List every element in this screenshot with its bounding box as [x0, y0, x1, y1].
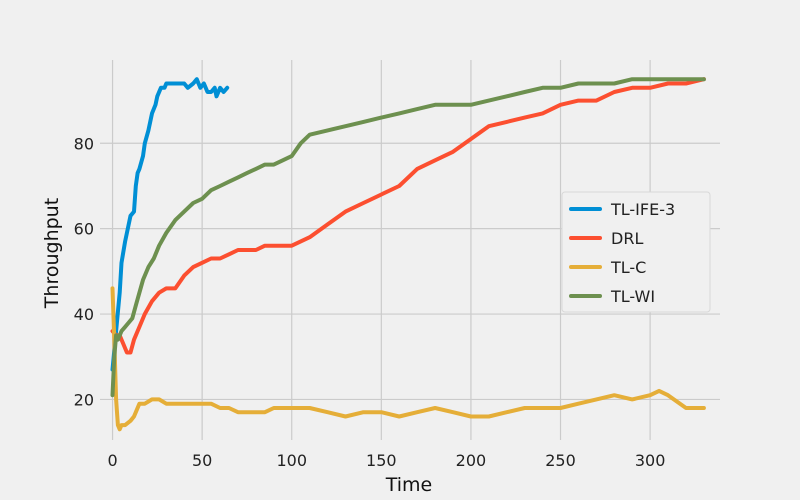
y-tick-label: 80 — [74, 134, 94, 153]
legend-box — [561, 191, 711, 313]
y-tick-label: 40 — [74, 305, 94, 324]
x-tick-label: 100 — [276, 451, 307, 470]
y-axis-label: Throughput — [41, 198, 63, 309]
legend-label-tl-ife-3: TL-IFE-3 — [610, 200, 675, 219]
x-axis-label: Time — [385, 474, 433, 496]
x-tick-label: 300 — [635, 451, 666, 470]
tick-labels: 0 50 100 150 200 250 300 20 40 60 80 — [74, 134, 666, 470]
legend-label-tl-c: TL-C — [610, 258, 646, 277]
x-tick-label: 250 — [545, 451, 576, 470]
legend-label-drl: DRL — [611, 229, 643, 248]
series-line-tl-ife-3 — [110, 77, 230, 372]
x-tick-label: 0 — [107, 451, 117, 470]
series-line-drl — [110, 77, 706, 355]
x-tick-label: 200 — [456, 451, 487, 470]
y-tick-label: 60 — [74, 220, 94, 239]
x-tick-label: 50 — [192, 451, 212, 470]
series-line-tl-c — [110, 286, 706, 432]
x-tick-label: 150 — [366, 451, 397, 470]
y-tick-label: 20 — [74, 390, 94, 409]
series-line-tl-wi — [110, 77, 706, 398]
legend-label-tl-wi: TL-WI — [610, 287, 655, 306]
series-lines — [110, 77, 706, 432]
legend: TL-IFE-3 DRL TL-C TL-WI — [561, 191, 711, 313]
